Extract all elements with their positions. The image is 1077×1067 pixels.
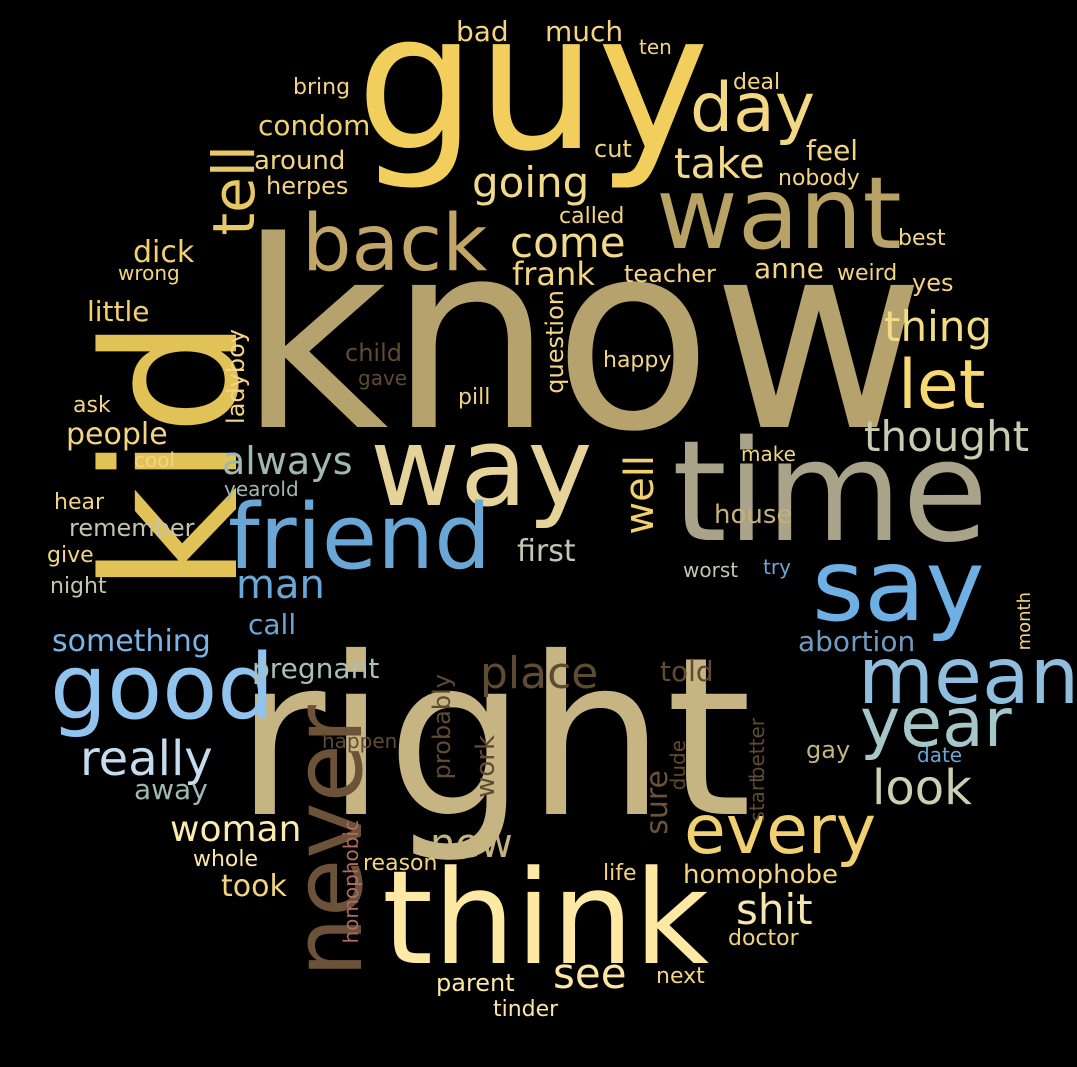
word-bring: bring: [293, 75, 351, 100]
word-way: way: [370, 403, 593, 531]
word-away: away: [134, 773, 208, 806]
word-say: say: [812, 527, 985, 644]
word-homophobe: homophobe: [683, 860, 839, 890]
word-mean: mean: [858, 632, 1077, 722]
word-ask: ask: [73, 393, 111, 418]
word-right: right: [235, 610, 752, 866]
word-nobody: nobody: [778, 166, 860, 191]
word-frank: frank: [512, 255, 595, 293]
word-friend: friend: [228, 485, 492, 590]
word-going: going: [472, 158, 590, 207]
word-happy: happy: [603, 348, 672, 373]
word-try: try: [763, 555, 791, 579]
word-really: really: [80, 731, 213, 787]
word-give: give: [47, 543, 94, 568]
word-much: much: [545, 15, 624, 48]
word-gave: gave: [358, 366, 408, 390]
word-think: think: [382, 842, 710, 994]
word-guy: guy: [356, 0, 710, 193]
word-dick: dick: [133, 235, 195, 270]
word-cool: cool: [134, 448, 176, 472]
word-probably: probably: [428, 674, 456, 780]
word-told: told: [660, 655, 714, 688]
word-thing: thing: [884, 302, 993, 351]
word-remember: remember: [69, 514, 195, 542]
word-little: little: [87, 295, 150, 328]
word-good: good: [50, 635, 275, 740]
word-let: let: [898, 346, 986, 425]
word-better: better: [745, 718, 769, 780]
word-took: took: [221, 869, 287, 904]
word-pill: pill: [458, 385, 491, 410]
word-people: people: [66, 417, 168, 452]
word-date: date: [917, 743, 963, 767]
word-herpes: herpes: [266, 172, 349, 200]
word-gay: gay: [806, 736, 851, 764]
word-around: around: [254, 146, 346, 176]
word-make: make: [741, 442, 796, 466]
word-look: look: [872, 760, 972, 816]
word-bad: bad: [456, 15, 509, 48]
word-first: first: [517, 534, 576, 569]
word-night: night: [50, 574, 107, 599]
word-hear: hear: [54, 490, 105, 515]
word-parent: parent: [436, 969, 515, 997]
word-feel: feel: [806, 134, 859, 167]
word-reason: reason: [363, 851, 438, 876]
word-know: know: [238, 187, 926, 489]
word-year: year: [860, 684, 1012, 763]
word-question: question: [541, 290, 569, 394]
word-next: next: [656, 964, 705, 989]
word-work: work: [471, 735, 501, 798]
word-ladyboy: ladyboy: [222, 329, 250, 424]
word-called: called: [559, 204, 625, 229]
word-take: take: [674, 139, 765, 188]
word-teacher: teacher: [624, 260, 716, 288]
word-tinder: tinder: [493, 997, 559, 1022]
word-every: every: [684, 791, 877, 870]
word-house: house: [714, 500, 793, 530]
word-woman: woman: [170, 809, 302, 850]
word-worst: worst: [683, 558, 739, 582]
word-happen: happen: [322, 729, 398, 753]
word-ten: ten: [639, 35, 672, 59]
word-cut: cut: [594, 135, 632, 163]
word-doctor: doctor: [728, 926, 799, 951]
word-yes: yes: [912, 269, 954, 297]
word-time: time: [672, 411, 989, 574]
word-new: new: [430, 821, 513, 867]
word-place: place: [480, 648, 599, 699]
word-come: come: [510, 218, 626, 267]
word-see: see: [553, 949, 627, 998]
word-day: day: [690, 69, 816, 148]
word-shit: shit: [736, 885, 813, 934]
word-condom: condom: [258, 109, 371, 142]
word-dude: dude: [666, 740, 690, 791]
word-homophobic: homophobic: [339, 820, 363, 944]
word-best: best: [898, 226, 946, 251]
word-thought: thought: [864, 412, 1030, 461]
word-well: well: [617, 455, 663, 535]
word-deal: deal: [733, 70, 781, 95]
word-life: life: [603, 861, 637, 886]
word-month: month: [1014, 592, 1035, 651]
word-call: call: [248, 608, 297, 641]
word-abortion: abortion: [798, 625, 916, 658]
word-something: something: [52, 624, 211, 659]
word-anne: anne: [754, 252, 824, 285]
word-child: child: [345, 339, 402, 367]
word-want: want: [656, 155, 902, 272]
word-whole: whole: [193, 847, 259, 872]
word-yearold: yearold: [224, 477, 299, 501]
word-start: start: [745, 775, 769, 822]
word-always: always: [222, 439, 353, 483]
word-weird: weird: [837, 261, 898, 286]
word-back: back: [302, 199, 488, 289]
word-wrong: wrong: [118, 261, 180, 285]
word-pregnant: pregnant: [252, 652, 380, 685]
word-man: man: [236, 562, 325, 608]
